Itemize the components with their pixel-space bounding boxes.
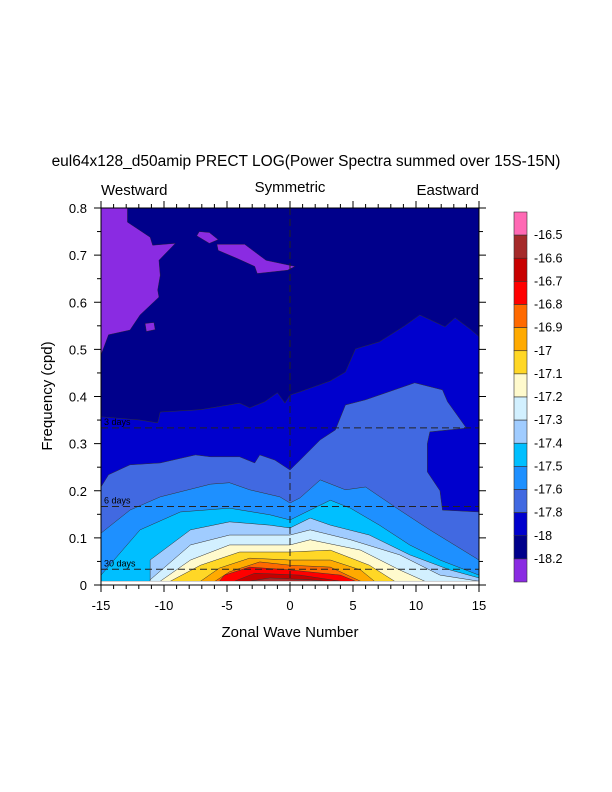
y-tick-label: 0.4 (69, 390, 87, 405)
x-tick-label: 10 (409, 598, 423, 613)
y-tick-label: 0.3 (69, 437, 87, 452)
x-tick-label: -5 (221, 598, 233, 613)
colorbar-label: -17.4 (534, 436, 563, 450)
colorbar-label: -16.9 (534, 321, 563, 335)
colorbar-label: -17 (534, 344, 552, 358)
x-axis-label: Zonal Wave Number (222, 624, 359, 641)
colorbar-swatch (513, 211, 528, 236)
y-tick-label: 0.5 (69, 342, 87, 357)
colorbar-label: -17.8 (534, 506, 563, 520)
colorbar-swatch (513, 327, 528, 352)
colorbar-label: -17.6 (534, 483, 563, 497)
colorbar-swatch (513, 489, 528, 513)
colorbar-swatch (513, 281, 528, 305)
colorbar-swatch (513, 558, 528, 583)
colorbar-label: -16.7 (534, 274, 563, 288)
colorbar-swatch (513, 304, 528, 328)
axes: -15 -10 -5 0 5 10 15 0 0.1 0.2 0.3 0.4 0.5 0.6 0.7 0.8 (69, 201, 486, 613)
colorbar-label: -16.5 (534, 228, 563, 242)
colorbar: -16.5 -16.6 -16.7 -16.8 -16.9 -17 -17.1 -17.2 -1… (513, 211, 563, 583)
y-tick-label: 0.1 (69, 531, 87, 546)
period-label: 30 days (104, 558, 136, 568)
contour-region-low (144, 322, 156, 332)
westward-label: Westward (101, 182, 167, 199)
colorbar-swatch (513, 442, 528, 467)
colorbar-swatch (513, 350, 528, 375)
eastward-label: Eastward (416, 182, 479, 199)
x-tick-label: 15 (472, 598, 486, 613)
colorbar-label: -18.2 (534, 552, 563, 566)
x-tick-label: -10 (155, 598, 174, 613)
colorbar-label: -17.2 (534, 390, 563, 404)
symmetric-label: Symmetric (255, 179, 326, 196)
colorbar-swatch (513, 234, 528, 259)
contour-region-low (101, 208, 176, 356)
colorbar-label: -16.6 (534, 251, 563, 265)
colorbar-label: -17.3 (534, 413, 563, 427)
colorbar-swatch (513, 535, 528, 560)
colorbar-swatch (513, 257, 528, 282)
colorbar-swatch (513, 396, 528, 421)
period-label: 3 days (104, 417, 131, 427)
y-tick-label: 0 (80, 578, 87, 593)
y-tick-label: 0.8 (69, 201, 87, 216)
y-tick-label: 0.6 (69, 295, 87, 310)
plot-overlay: 3 days 6 days 30 days (101, 208, 479, 585)
colorbar-swatch (513, 512, 528, 537)
contour-region-low (196, 231, 219, 244)
colorbar-swatch (513, 466, 528, 490)
period-label: 6 days (104, 495, 131, 505)
colorbar-label: -17.1 (534, 367, 563, 381)
colorbar-label: -17.5 (534, 459, 563, 473)
y-axis-label: Frequency (cpd) (39, 341, 56, 450)
colorbar-label: -16.8 (534, 298, 563, 312)
x-tick-label: 0 (286, 598, 293, 613)
colorbar-swatch (513, 419, 528, 444)
colorbar-label: -18 (534, 529, 552, 543)
chart-title: eul64x128_d50amip PRECT LOG(Power Spectr… (52, 153, 561, 170)
y-tick-label: 0.2 (69, 484, 87, 499)
contour-region-low (216, 244, 296, 274)
x-tick-label: 5 (349, 598, 356, 613)
y-tick-label: 0.7 (69, 248, 87, 263)
colorbar-swatch (513, 373, 528, 398)
x-tick-label: -15 (92, 598, 111, 613)
